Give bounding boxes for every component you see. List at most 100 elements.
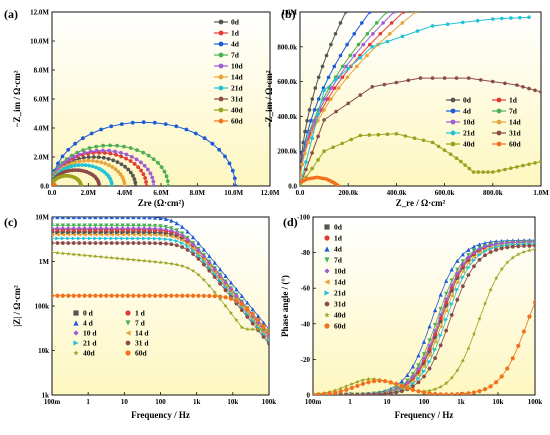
data-point (394, 390, 399, 395)
data-point (109, 255, 114, 260)
x-tick-label: 100k (262, 398, 277, 406)
data-point (239, 325, 245, 330)
data-point (60, 293, 65, 298)
data-point (333, 32, 338, 36)
legend-item: 40d (214, 106, 244, 115)
data-point (77, 223, 82, 228)
data-point (505, 245, 510, 250)
legend-label: 31d (334, 300, 347, 309)
data-point (72, 163, 77, 168)
data-point (494, 380, 499, 385)
data-point (101, 143, 105, 148)
data-point (406, 78, 411, 83)
data-point (66, 226, 71, 231)
data-point (228, 290, 234, 295)
data-point (427, 343, 432, 348)
legend-item: 0 d (73, 309, 94, 318)
data-point (234, 293, 239, 298)
legend-marker (450, 97, 456, 103)
data-point (228, 310, 234, 315)
data-point (352, 53, 357, 58)
data-point (399, 383, 404, 388)
data-point (60, 223, 65, 228)
data-point (55, 250, 60, 255)
legend-marker (218, 19, 224, 25)
data-point (107, 163, 111, 168)
y-tick-label: -20 (301, 356, 311, 364)
data-point (120, 256, 125, 261)
data-point (400, 21, 405, 25)
legend-item: 31d (492, 129, 522, 138)
data-point (345, 42, 349, 47)
data-point (355, 379, 360, 384)
data-point (310, 97, 315, 101)
data-point (421, 339, 427, 344)
data-point (527, 15, 531, 19)
data-point (444, 291, 449, 296)
data-point (476, 170, 481, 174)
data-point (169, 237, 174, 242)
legend-label: 7d (509, 107, 518, 116)
data-point (55, 241, 60, 245)
data-point (370, 45, 375, 49)
data-point (494, 276, 499, 281)
data-point (97, 184, 102, 186)
data-point (152, 230, 158, 235)
data-point (122, 144, 126, 149)
data-point (104, 226, 109, 231)
data-point (131, 173, 135, 178)
data-point (207, 283, 212, 288)
data-point (52, 250, 55, 255)
data-point (82, 223, 87, 228)
x-tick-label: 1 (86, 398, 90, 406)
data-point (503, 167, 507, 172)
legend-label: 31 d (135, 339, 149, 348)
data-point (494, 248, 499, 252)
data-point (196, 257, 201, 261)
data-point (438, 333, 443, 338)
series-21d (300, 15, 531, 186)
data-point (162, 169, 167, 174)
legend-label: 21 d (83, 339, 97, 348)
legend-marker (73, 350, 79, 356)
y-tick-label: 1M (39, 258, 50, 266)
data-point (338, 386, 343, 391)
legend-label: 21d (463, 129, 476, 138)
data-point (158, 260, 163, 265)
legend: 0d 1d 4d 7d 10d 14d 21d 31d 40d 60d (214, 18, 244, 126)
legend-item: 21 d (73, 339, 97, 348)
data-point (466, 265, 471, 270)
data-point (196, 253, 201, 258)
data-point (416, 353, 421, 358)
data-point (250, 321, 255, 326)
legend-item: 0d (214, 18, 240, 27)
data-point (444, 317, 449, 322)
data-point (261, 320, 266, 325)
legend-label: 1d (509, 96, 518, 105)
data-point (156, 161, 160, 165)
data-point (449, 288, 454, 293)
y-tick-label: 4.0M (34, 125, 50, 133)
legend-marker (450, 130, 456, 136)
data-point (131, 217, 136, 220)
data-point (120, 236, 125, 241)
data-point (201, 254, 206, 259)
data-point (115, 232, 120, 237)
data-point (142, 293, 147, 298)
data-point (87, 223, 93, 228)
data-point (174, 124, 179, 129)
data-point (151, 157, 156, 162)
legend-label: 7d (334, 256, 343, 265)
legend-label: 0d (231, 18, 240, 27)
x-tick-label: 100k (528, 398, 543, 406)
data-point (300, 162, 305, 167)
data-point (383, 392, 388, 395)
data-point (82, 293, 87, 298)
data-point (427, 366, 432, 371)
panel-label: (c) (4, 215, 17, 229)
data-point (316, 112, 320, 116)
data-point (312, 108, 317, 112)
panel-d: (d) 100m 1 10 100 1k 10k 100k 0 -20 -40 -60 -80 -100 F… (280, 214, 542, 421)
data-point (93, 232, 98, 237)
data-point (130, 120, 135, 125)
